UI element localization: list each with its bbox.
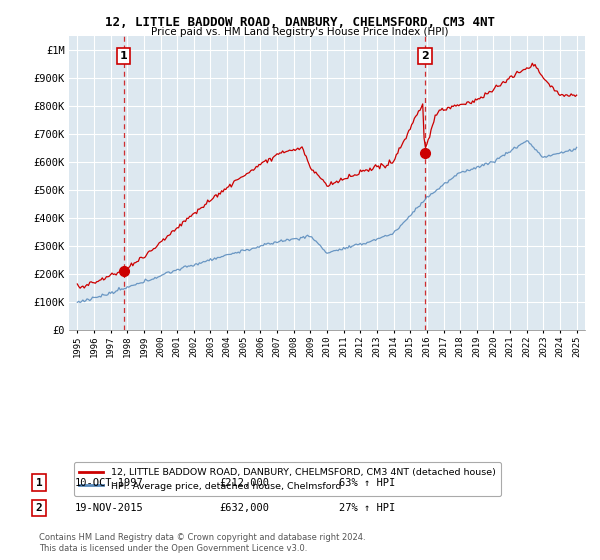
Text: 2: 2: [421, 51, 429, 61]
Text: Price paid vs. HM Land Registry's House Price Index (HPI): Price paid vs. HM Land Registry's House …: [151, 27, 449, 37]
Legend: 12, LITTLE BADDOW ROAD, DANBURY, CHELMSFORD, CM3 4NT (detached house), HPI: Aver: 12, LITTLE BADDOW ROAD, DANBURY, CHELMSF…: [74, 462, 501, 496]
Text: 1: 1: [120, 51, 127, 61]
Text: 2: 2: [35, 503, 43, 513]
Text: 27% ↑ HPI: 27% ↑ HPI: [339, 503, 395, 513]
Text: 10-OCT-1997: 10-OCT-1997: [75, 478, 144, 488]
Text: 1: 1: [35, 478, 43, 488]
Text: Contains HM Land Registry data © Crown copyright and database right 2024.
This d: Contains HM Land Registry data © Crown c…: [39, 533, 365, 553]
Text: 12, LITTLE BADDOW ROAD, DANBURY, CHELMSFORD, CM3 4NT: 12, LITTLE BADDOW ROAD, DANBURY, CHELMSF…: [105, 16, 495, 29]
Text: 63% ↑ HPI: 63% ↑ HPI: [339, 478, 395, 488]
Text: £212,000: £212,000: [219, 478, 269, 488]
Text: £632,000: £632,000: [219, 503, 269, 513]
Text: 19-NOV-2015: 19-NOV-2015: [75, 503, 144, 513]
